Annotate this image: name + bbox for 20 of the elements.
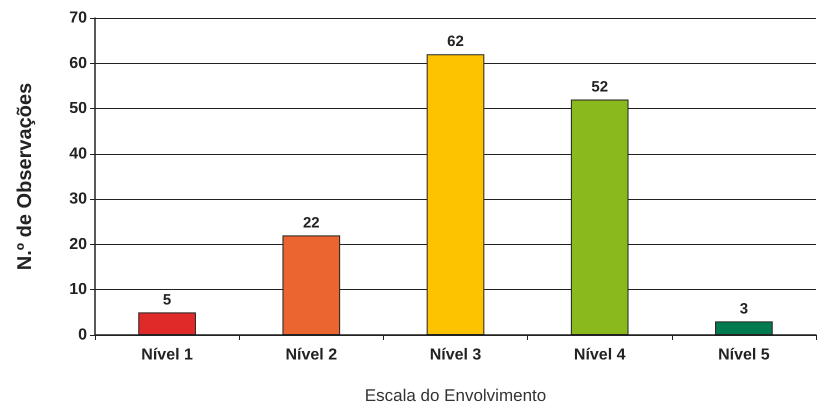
x-tick-label: Nível 2 bbox=[286, 346, 338, 364]
y-tick-label: 70 bbox=[69, 10, 88, 26]
y-tick-label: 50 bbox=[69, 100, 88, 118]
data-label: 22 bbox=[302, 214, 320, 232]
x-tick-label: Nível 3 bbox=[430, 346, 482, 364]
y-tick-label: 60 bbox=[69, 54, 88, 72]
y-tick-label: 10 bbox=[69, 281, 88, 298]
y-tick-label: 20 bbox=[69, 236, 88, 253]
y-tick-label: 30 bbox=[69, 190, 88, 208]
y-tick-label: 0 bbox=[78, 326, 88, 344]
data-label: 3 bbox=[740, 300, 748, 318]
x-tick-label: Nível 4 bbox=[574, 346, 626, 364]
data-label: 5 bbox=[162, 291, 172, 308]
x-tick-label: Nível 1 bbox=[141, 346, 193, 364]
data-label: 62 bbox=[447, 33, 464, 50]
x-axis-title: Escala do Envolvimento bbox=[364, 386, 546, 405]
data-label: 52 bbox=[591, 78, 608, 96]
y-tick-label: 40 bbox=[69, 145, 88, 162]
y-axis-title: N.º de Observações bbox=[14, 82, 36, 270]
x-tick-label: Nível 5 bbox=[718, 346, 770, 364]
